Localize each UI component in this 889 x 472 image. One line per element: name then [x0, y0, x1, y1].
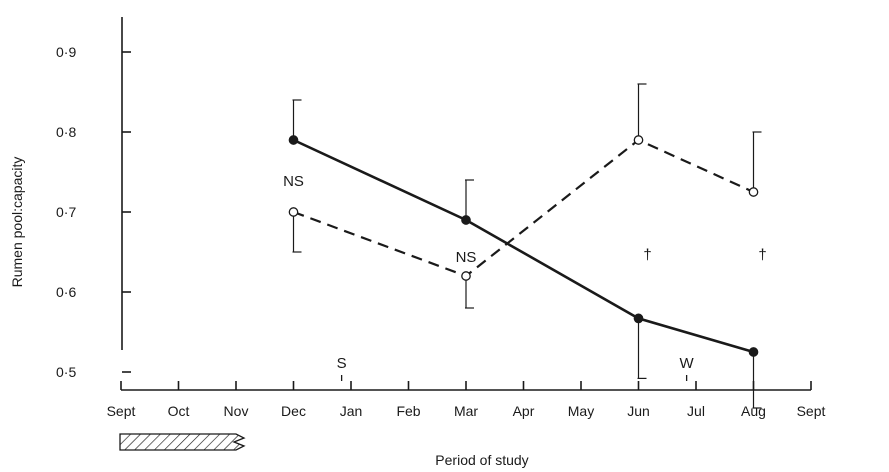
ns-annotation: NS [283, 173, 304, 190]
series-0-line [292, 138, 754, 354]
series-1-point [748, 187, 759, 197]
y-tick-label: 0·5 [56, 364, 76, 380]
series-1-point [288, 207, 299, 217]
series-1-point [633, 135, 644, 145]
x-tick-label: May [568, 403, 594, 419]
series-0-point [633, 313, 644, 324]
x-tick-label: Jun [627, 403, 650, 419]
annotation-layer: NS NS † † [283, 173, 767, 266]
x-tick-label: Mar [454, 403, 478, 419]
x-tick-label: Dec [281, 403, 306, 419]
series-0-point [748, 347, 759, 357]
x-tick-label: Oct [168, 403, 190, 419]
dagger-annotation: † [758, 247, 766, 264]
x-axis-label: Period of study [435, 452, 528, 468]
x-tick-label: Jan [340, 403, 363, 419]
hatched-period-bar [119, 433, 246, 451]
y-axis-label: Rumen pool:capacity [9, 157, 25, 288]
x-tick-label: Aug [741, 403, 766, 419]
ns-annotation: NS [456, 249, 477, 266]
x-tick-label: Nov [224, 403, 249, 419]
series-1-line [293, 138, 754, 278]
y-tick-label: 0·8 [56, 124, 76, 140]
series-layer [288, 83, 762, 409]
x-tick-label: Apr [513, 403, 535, 419]
y-axis-ticks: 0·5 0·6 0·7 0·8 0·9 [56, 44, 131, 380]
series-0-point [461, 215, 471, 225]
series-0-point [288, 135, 299, 145]
x-tick-label: Sept [797, 403, 826, 419]
x-tick-label: Sept [107, 403, 136, 419]
series-1-point [461, 271, 471, 281]
event-marker-label: S [337, 355, 347, 372]
event-marker-label: W [680, 355, 695, 372]
x-tick-label: Feb [396, 403, 420, 419]
y-tick-label: 0·7 [56, 204, 76, 220]
y-tick-label: 0·9 [56, 44, 76, 60]
y-tick-label: 0·6 [56, 284, 76, 300]
x-tick-label: Jul [687, 403, 705, 419]
dagger-annotation: † [643, 247, 651, 264]
x-axis-ticks: Sept Oct Nov Dec Jan Feb Mar Apr May Jun Jul Aug Sep… [107, 381, 826, 419]
